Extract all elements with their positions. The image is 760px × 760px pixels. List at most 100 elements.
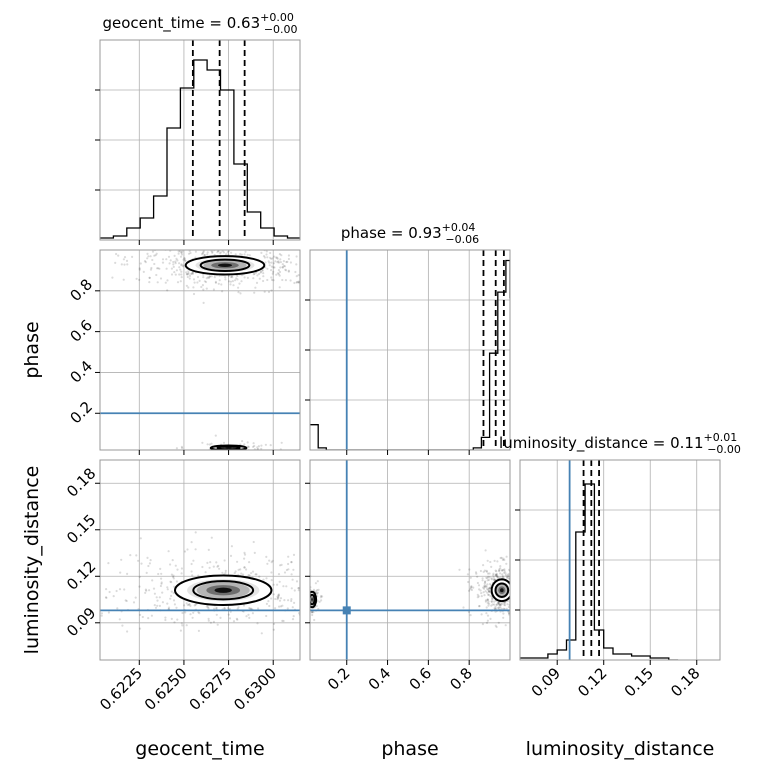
scatter-point xyxy=(228,280,231,283)
scatter-point xyxy=(504,601,507,604)
scatter-point xyxy=(487,578,490,582)
scatter-point xyxy=(237,568,240,571)
scatter-point xyxy=(258,277,261,280)
scatter-point xyxy=(230,545,233,548)
scatter-point xyxy=(285,269,288,272)
scatter-point xyxy=(307,598,309,600)
scatter-point xyxy=(485,570,488,573)
scatter-point xyxy=(161,591,164,594)
histogram-step xyxy=(520,483,679,660)
scatter-point xyxy=(301,274,303,276)
scatter-point xyxy=(137,559,140,562)
title-main: phase = 0.93 xyxy=(341,224,442,242)
scatter-point xyxy=(478,588,481,591)
scatter-point xyxy=(297,587,300,590)
scatter-point xyxy=(216,451,218,453)
scatter-point xyxy=(190,541,193,544)
scatter-point xyxy=(476,593,479,597)
scatter-point xyxy=(117,254,120,257)
x-axis-title-luminosity_distance: luminosity_distance xyxy=(526,738,715,760)
scatter-point xyxy=(296,247,298,249)
scatter-point xyxy=(156,599,159,602)
scatter-point xyxy=(512,606,514,608)
scatter-point xyxy=(490,577,493,580)
scatter-point xyxy=(223,607,226,610)
scatter-point xyxy=(482,570,485,574)
scatter-point xyxy=(276,261,279,264)
scatter-point xyxy=(253,272,256,275)
scatter-point xyxy=(258,244,260,246)
scatter-point xyxy=(486,577,489,580)
scatter-point xyxy=(494,607,497,610)
scatter-point xyxy=(187,286,190,289)
scatter-point xyxy=(189,251,192,255)
scatter-point xyxy=(472,586,475,589)
scatter-point xyxy=(185,284,188,287)
scatter-point xyxy=(315,604,318,608)
scatter-point xyxy=(188,277,191,280)
panel-background xyxy=(100,250,300,450)
scatter-point xyxy=(260,444,263,447)
scatter-point xyxy=(273,266,276,269)
scatter-point xyxy=(126,572,129,576)
scatter-point xyxy=(499,602,502,606)
scatter-point xyxy=(172,263,175,266)
scatter-point xyxy=(216,565,219,568)
scatter-point xyxy=(286,260,289,263)
scatter-point xyxy=(265,577,268,580)
scatter-point xyxy=(229,280,232,283)
scatter-point xyxy=(502,616,505,619)
scatter-point xyxy=(514,584,516,586)
scatter-point xyxy=(145,571,148,575)
scatter-point xyxy=(135,277,138,280)
scatter-point xyxy=(107,562,110,565)
scatter-point xyxy=(222,251,225,254)
scatter-point xyxy=(499,604,502,607)
scatter-point xyxy=(462,606,465,609)
scatter-point xyxy=(159,241,161,243)
scatter-point xyxy=(208,443,211,446)
scatter-point xyxy=(108,590,111,594)
y-tick-label: 0.6 xyxy=(66,316,96,346)
scatter-point xyxy=(207,276,211,279)
scatter-point xyxy=(495,603,498,607)
scatter-point xyxy=(238,282,241,285)
scatter-point xyxy=(201,252,204,255)
scatter-point xyxy=(184,259,187,262)
scatter-point xyxy=(124,599,127,602)
contour-line xyxy=(216,445,241,450)
scatter-point xyxy=(216,451,218,453)
scatter-point xyxy=(513,583,515,585)
scatter-point xyxy=(201,441,204,444)
scatter-point xyxy=(476,575,479,578)
scatter-point xyxy=(185,624,188,627)
scatter-point xyxy=(267,600,270,603)
scatter-point xyxy=(248,561,251,564)
scatter-point xyxy=(183,259,187,262)
scatter-point xyxy=(228,617,232,620)
scatter-point xyxy=(486,591,489,594)
scatter-point xyxy=(487,575,490,578)
scatter-point xyxy=(148,276,151,279)
scatter-point xyxy=(100,614,103,617)
scatter-point xyxy=(202,301,205,304)
scatter-point xyxy=(507,605,510,609)
panel-geocent_time-phase: 0.2 0.4 0.6 0.8 xyxy=(66,241,303,455)
scatter-point xyxy=(482,591,485,594)
scatter-point xyxy=(487,600,490,603)
scatter-point xyxy=(245,247,247,249)
scatter-point xyxy=(515,602,517,604)
scatter-point xyxy=(176,618,179,621)
scatter-point xyxy=(499,604,502,607)
scatter-point xyxy=(135,554,138,557)
scatter-point xyxy=(250,607,253,610)
scatter-point xyxy=(268,261,271,264)
scatter-point xyxy=(270,278,274,281)
title-sup: +0.01 xyxy=(704,431,738,444)
scatter-point xyxy=(273,255,276,258)
scatter-point xyxy=(146,252,149,255)
scatter-point xyxy=(105,596,108,600)
scatter-point xyxy=(263,256,266,259)
scatter-point xyxy=(192,278,196,281)
panel-frame xyxy=(309,459,511,661)
